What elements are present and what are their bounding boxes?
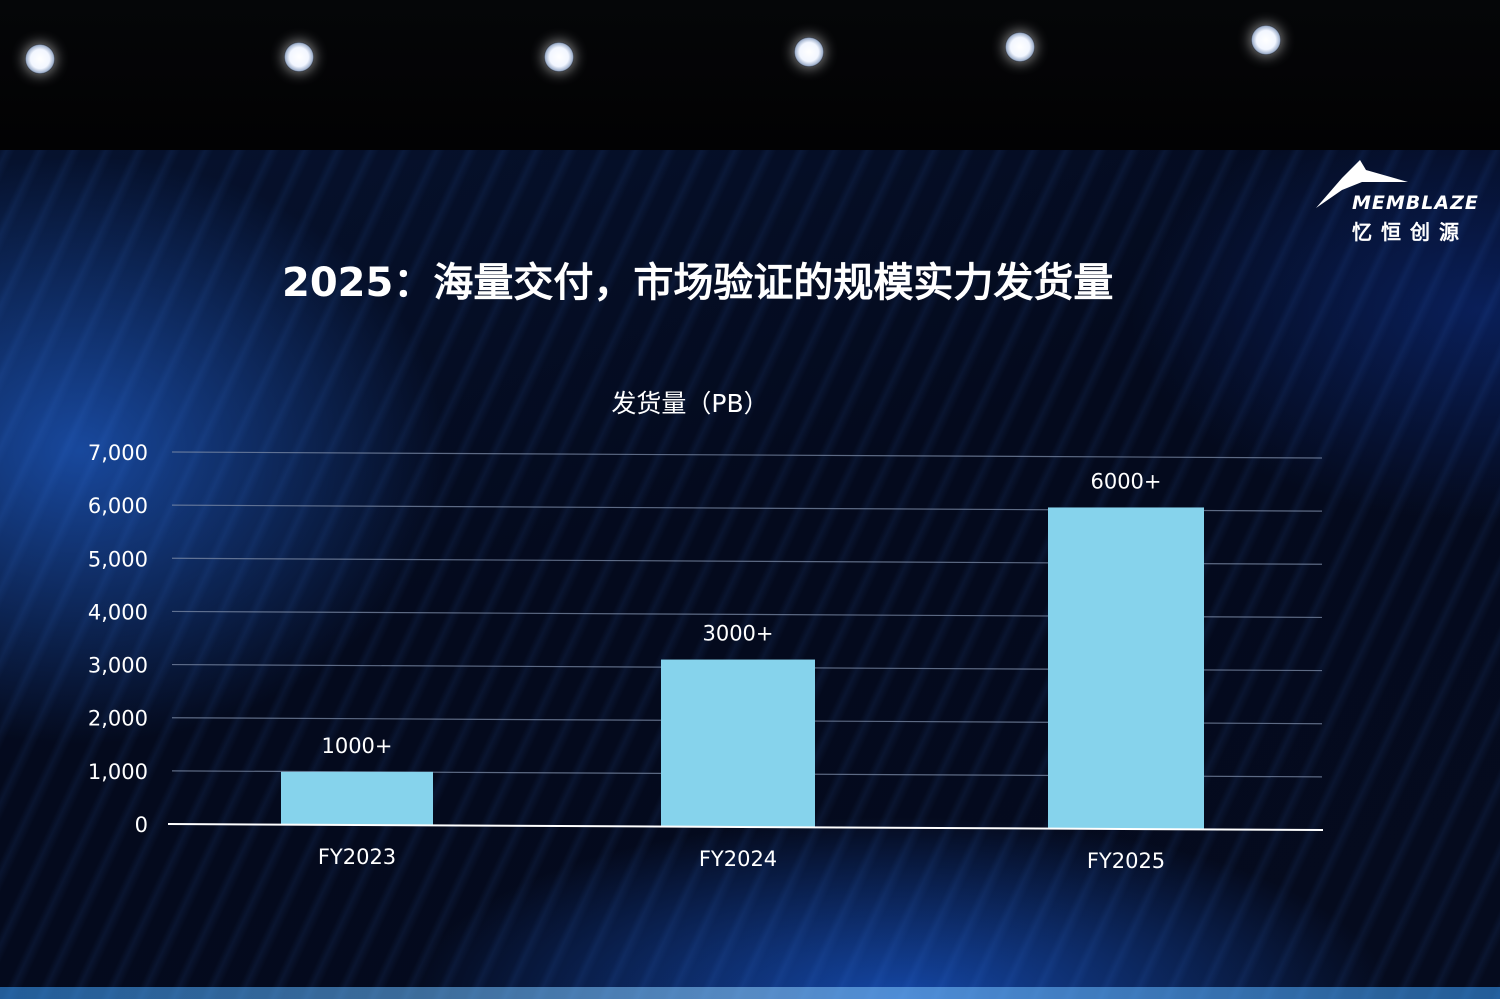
background-streaks [0, 150, 1500, 999]
data-label: 6000+ [1090, 469, 1161, 493]
y-tick-label: 3,000 [88, 654, 148, 678]
presentation-screen: MEMBLAZE 忆恒创源 2025：海量交付，市场验证的规模实力发货量 发货量… [0, 150, 1500, 999]
ceiling-light [25, 44, 55, 74]
y-tick-label: 2,000 [88, 707, 148, 731]
x-axis-line [167, 823, 1324, 831]
bar [281, 771, 433, 825]
x-tick-label: FY2023 [318, 845, 396, 869]
data-label: 1000+ [321, 734, 392, 758]
x-tick-label: FY2024 [699, 847, 777, 871]
bar [1048, 507, 1204, 829]
y-tick-label: 6,000 [88, 494, 148, 518]
logo-text-cn: 忆恒创源 [1352, 220, 1468, 244]
grid-line [171, 451, 1323, 459]
y-axis: 0 1,000 2,000 3,000 4,000 5,000 6,000 7,000 [88, 441, 148, 837]
logo-text: MEMBLAZE [1352, 192, 1479, 214]
brand-logo: MEMBLAZE 忆恒创源 [1312, 156, 1500, 246]
y-tick-label: 4,000 [88, 600, 148, 624]
ceiling-light [794, 37, 824, 67]
bar-chart: 发货量（PB） 0 1,000 2,000 3,000 4,000 5,000 6,000 7… [88, 389, 1324, 873]
data-label: 3000+ [702, 622, 773, 646]
slide-title: 2025：海量交付，市场验证的规模实力发货量 [282, 260, 1114, 306]
y-tick-label: 7,000 [88, 441, 148, 465]
ceiling-light [1251, 25, 1281, 55]
logo-mark-icon [1316, 160, 1408, 208]
x-tick-label: FY2025 [1087, 849, 1165, 873]
chart-title: 发货量（PB） [611, 389, 768, 418]
ceiling-light [284, 42, 314, 72]
y-tick-label: 0 [135, 813, 148, 837]
ceiling-background [0, 0, 1500, 150]
ceiling-light [544, 42, 574, 72]
bars: 1000+ FY2023 3000+ FY2024 6000+ FY2025 [281, 469, 1204, 873]
bar [661, 659, 815, 827]
y-tick-label: 1,000 [88, 760, 148, 784]
ceiling-light [1005, 32, 1035, 62]
y-tick-label: 5,000 [88, 547, 148, 571]
bottom-strip [0, 987, 1500, 999]
